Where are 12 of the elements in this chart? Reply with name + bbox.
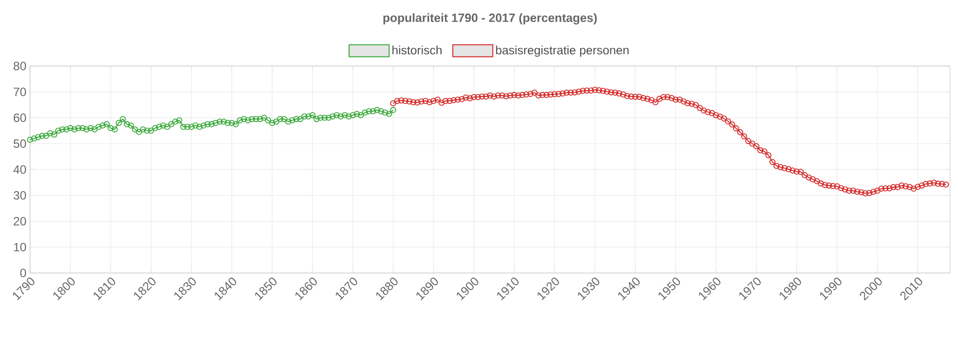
y-tick-label: 40 bbox=[13, 165, 26, 174]
y-tick-label: 60 bbox=[14, 114, 26, 122]
y-tick-label: 50 bbox=[14, 139, 26, 148]
y-tick-label: 30 bbox=[14, 191, 26, 200]
legend-label: historisch bbox=[392, 46, 442, 54]
y-tick-label: 80 bbox=[14, 62, 26, 70]
legend-label: basisregistratie personen bbox=[496, 46, 629, 57]
y-tick-label: 20 bbox=[14, 216, 26, 226]
y-tick-label: 10 bbox=[14, 242, 26, 252]
y-tick-label: 70 bbox=[14, 88, 26, 96]
y-tick-label: 0 bbox=[20, 268, 26, 278]
chart-title: populariteit 1790 - 2017 (percentages) bbox=[383, 13, 597, 24]
